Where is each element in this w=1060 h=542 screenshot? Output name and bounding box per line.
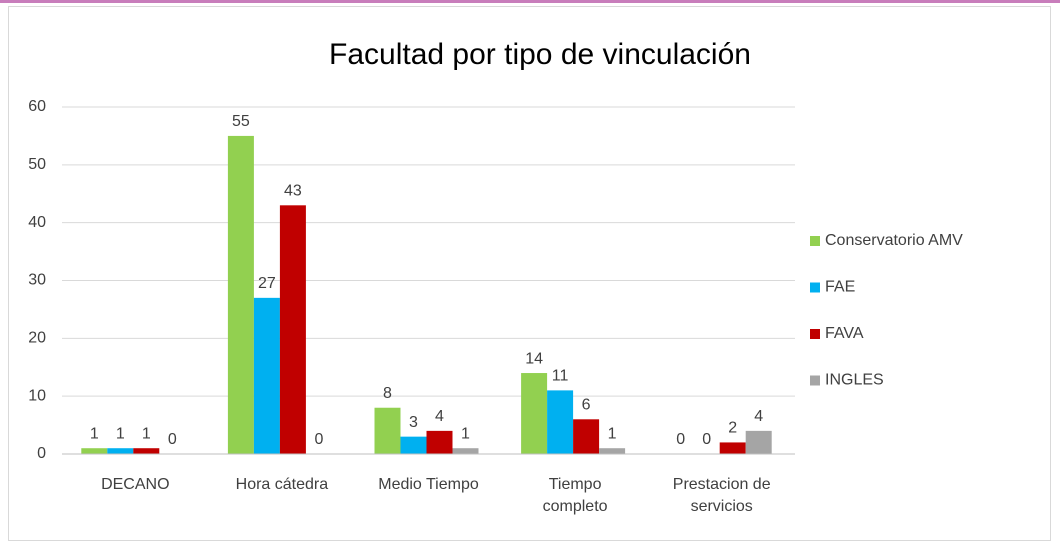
data-label: 0 [168, 431, 177, 448]
data-label: 4 [435, 408, 444, 425]
x-tick-label: Tiempo completo [542, 476, 608, 515]
data-label: 1 [608, 425, 617, 442]
bar [279, 205, 306, 454]
legend-swatch [810, 282, 820, 293]
bar [521, 373, 548, 454]
y-tick-label: 10 [28, 387, 46, 404]
bar [400, 436, 427, 454]
x-tick-label: Medio Tiempo [378, 476, 479, 493]
bar [374, 407, 401, 454]
bar [573, 419, 600, 454]
bar [452, 448, 479, 454]
y-tick-label: 40 [28, 214, 46, 231]
chart-frame [8, 6, 1051, 541]
bar [107, 448, 134, 454]
bar [426, 430, 453, 454]
bar [81, 448, 108, 454]
legend-label: FAVA [825, 325, 864, 342]
x-tick-label: Prestacion de servicios [672, 476, 771, 515]
bar [599, 448, 626, 454]
legend-swatch [810, 329, 820, 339]
data-label: 2 [728, 420, 737, 437]
data-label: 1 [116, 425, 125, 442]
data-label: 6 [582, 397, 591, 414]
legend-swatch [810, 375, 820, 386]
legend-label: Conservatorio AMV [825, 232, 963, 249]
data-label: 1 [142, 425, 151, 442]
data-label: 0 [314, 431, 323, 448]
data-label: 1 [461, 425, 470, 442]
y-tick-label: 60 [28, 98, 46, 115]
bar [547, 390, 574, 454]
legend-label: INGLES [825, 372, 884, 389]
bar [253, 297, 280, 454]
x-tick-label: Hora cátedra [235, 476, 329, 493]
legend-label: FAE [825, 279, 855, 296]
data-label: 4 [754, 408, 763, 425]
bar [745, 430, 772, 454]
data-label: 14 [525, 350, 543, 367]
y-tick-label: 30 [28, 272, 46, 289]
legend-swatch [810, 236, 820, 246]
top-strip [0, 0, 1060, 3]
data-label: 8 [383, 385, 392, 402]
y-tick-label: 0 [37, 445, 46, 462]
data-label: 0 [702, 431, 711, 448]
data-label: 55 [232, 113, 250, 130]
bar [719, 442, 746, 454]
y-tick-label: 50 [28, 156, 46, 173]
data-label: 1 [90, 425, 99, 442]
data-label: 27 [258, 275, 276, 292]
data-label: 0 [676, 431, 685, 448]
data-label: 3 [409, 414, 418, 431]
data-label: 43 [284, 183, 302, 200]
chart-title: Facultad por tipo de vinculación [329, 38, 751, 71]
x-tick-label: DECANO [101, 476, 170, 493]
data-label: 11 [552, 368, 569, 385]
bar [133, 448, 160, 454]
y-tick-label: 20 [28, 330, 46, 347]
bar [227, 135, 254, 454]
